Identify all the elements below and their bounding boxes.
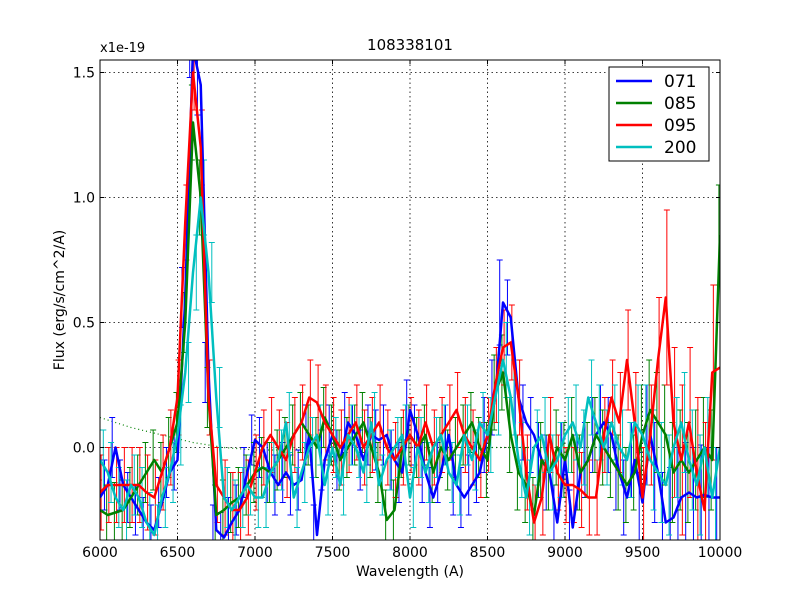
y-tick-label-0: 0.0 <box>73 441 95 457</box>
error-bar-200-63 <box>588 359 595 436</box>
error-bar-200-47 <box>464 404 471 466</box>
legend-box <box>608 66 710 162</box>
error-bar-200-32 <box>348 404 355 466</box>
error-bar-071-53 <box>504 279 511 356</box>
x-tick-label-8: 10000 <box>698 545 743 561</box>
legend: 071 085 095 200 <box>608 66 710 162</box>
error-bar-200-75 <box>681 372 688 473</box>
error-bar-200-37 <box>387 429 394 491</box>
x-tick-label-2: 7000 <box>237 545 273 561</box>
legend-label-095: 095 <box>664 116 696 136</box>
error-bar-200-74 <box>673 397 680 498</box>
chart-title: 108338101 <box>367 36 453 54</box>
legend-label-071: 071 <box>664 72 696 92</box>
series-line-200 <box>100 196 720 537</box>
y-tick-label-3: 1.5 <box>73 66 95 82</box>
x-tick-label-0: 6000 <box>82 545 118 561</box>
axis-ticks: 6000 6500 7000 7500 8000 8500 9000 9500 10000 0.0… <box>73 60 743 561</box>
y-axis-label: Flux (erg/s/cm^2/A) <box>52 230 68 370</box>
x-tick-label-1: 6500 <box>160 545 196 561</box>
x-tick-label-7: 9500 <box>625 545 661 561</box>
y-tick-label-2: 1.0 <box>73 191 95 207</box>
x-tick-label-5: 8500 <box>470 545 506 561</box>
x-tick-label-4: 8000 <box>392 545 428 561</box>
y-tick-label-1: 0.5 <box>73 316 95 332</box>
x-tick-label-6: 9000 <box>547 545 583 561</box>
y-multiplier: x1e-19 <box>100 41 145 56</box>
error-bar-200-25 <box>294 467 301 528</box>
x-axis-label: Wavelength (A) <box>356 564 464 580</box>
grid <box>100 60 720 540</box>
legend-label-085: 085 <box>664 94 696 114</box>
legend-label-200: 200 <box>664 138 696 158</box>
x-tick-label-3: 7500 <box>315 545 351 561</box>
series-lines <box>100 60 720 539</box>
series-line-071 <box>100 60 720 539</box>
